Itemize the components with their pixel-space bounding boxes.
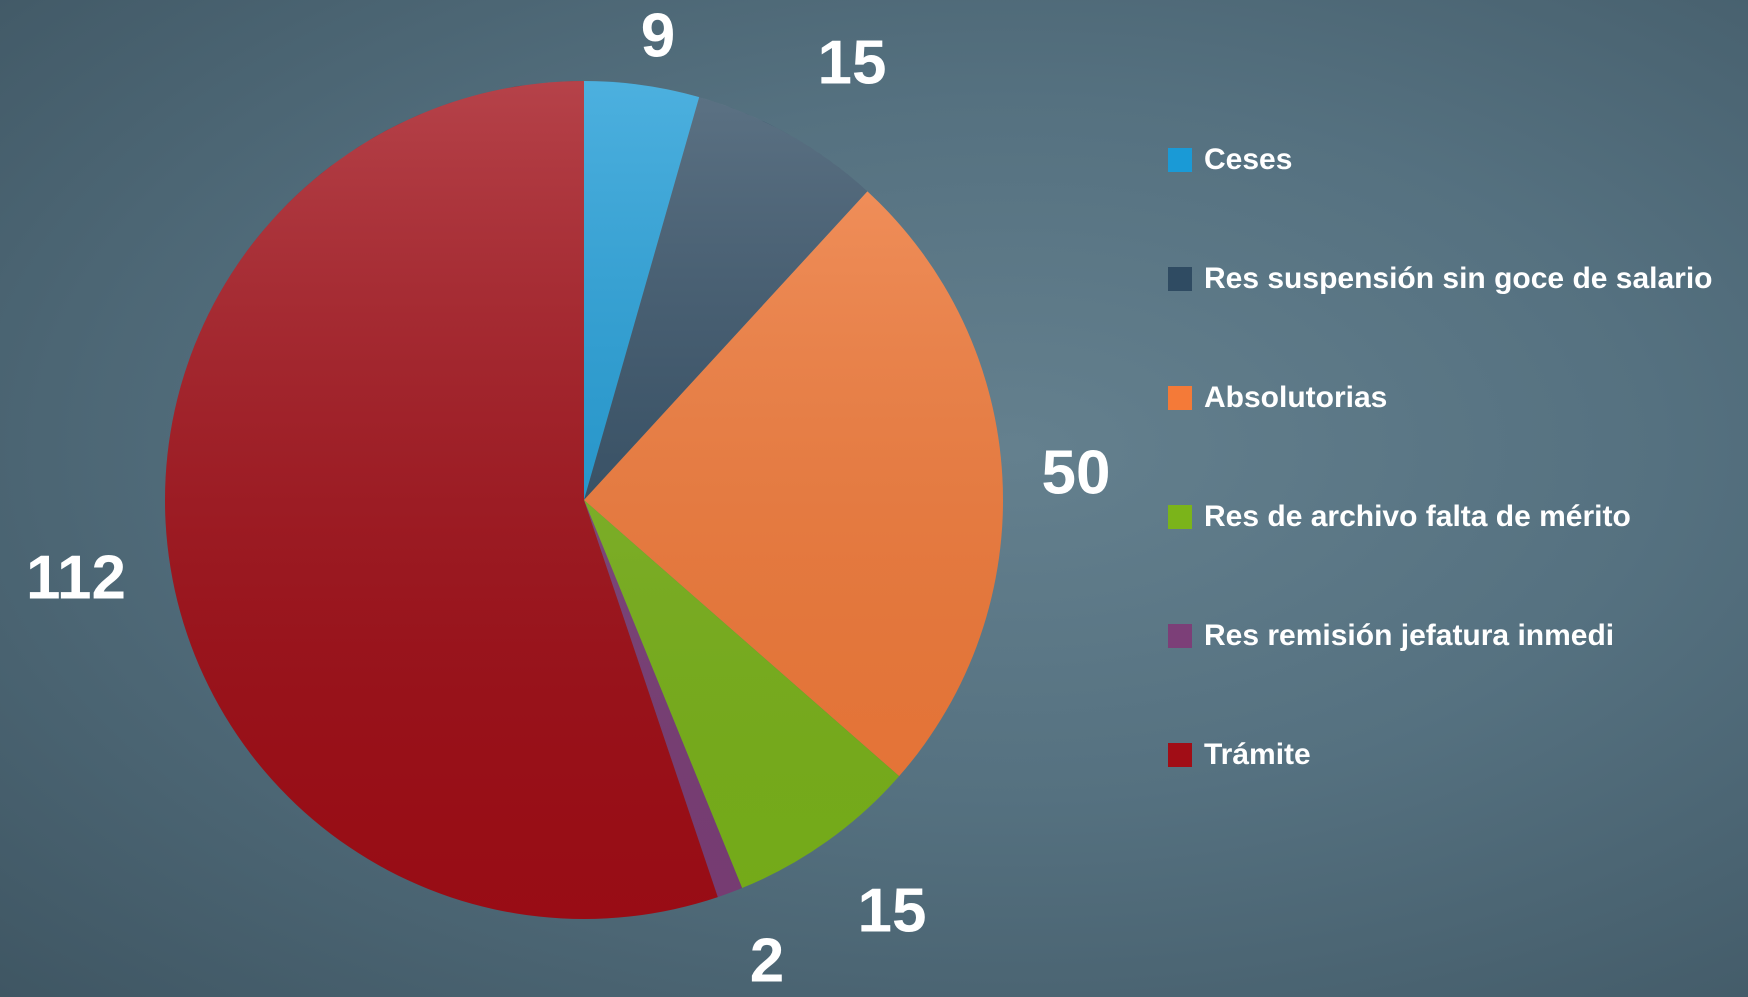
legend-item: Res suspensión sin goce de salario (1168, 259, 1728, 304)
data-label: 50 (1042, 438, 1111, 507)
legend-label: Res de archivo falta de mérito (1204, 500, 1631, 533)
legend-label: Ceses (1204, 143, 1293, 176)
legend-swatch (1168, 743, 1192, 767)
legend-label: Absolutorias (1204, 381, 1388, 414)
data-label: 15 (858, 876, 927, 945)
data-labels: 9 15 50 15 2 112 (26, 1, 1111, 995)
pie (165, 81, 1003, 919)
legend-label: Res remisión jefatura inmedi (1204, 619, 1615, 652)
legend-item: Ceses (1168, 140, 1728, 185)
legend-label: Res suspensión sin goce de salario (1204, 262, 1713, 295)
data-label: 2 (750, 926, 784, 995)
legend-item: Trámite (1168, 735, 1728, 780)
legend-label: Trámite (1204, 738, 1311, 771)
legend-swatch (1168, 505, 1192, 529)
legend-swatch (1168, 267, 1192, 291)
data-label: 112 (26, 543, 126, 612)
legend-swatch (1168, 148, 1192, 172)
legend-item: Absolutorias (1168, 378, 1728, 423)
legend-item: Res remisión jefatura inmedi (1168, 616, 1728, 661)
data-label: 15 (818, 28, 887, 97)
data-label: 9 (641, 1, 675, 70)
legend-swatch (1168, 386, 1192, 410)
legend-item: Res de archivo falta de mérito (1168, 497, 1728, 542)
legend-swatch (1168, 624, 1192, 648)
